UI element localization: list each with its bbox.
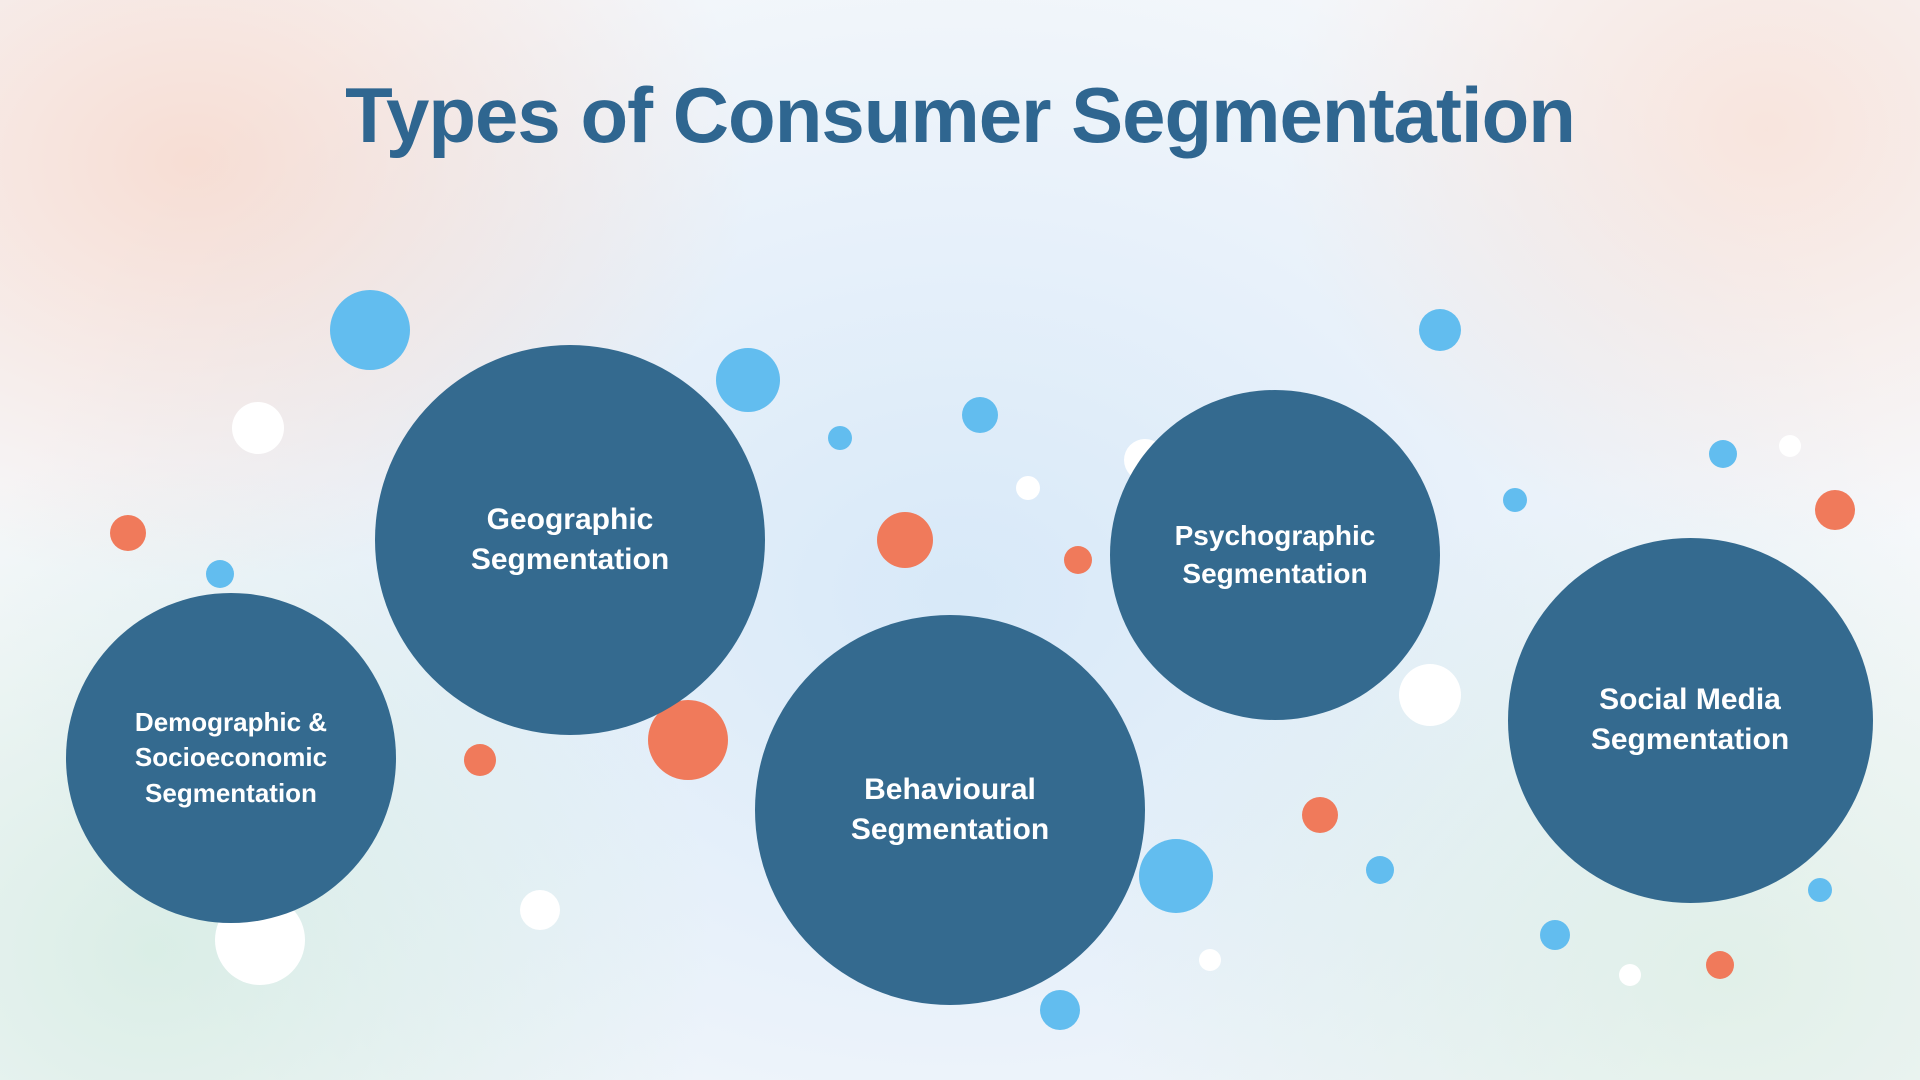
- decor-dot: [1503, 488, 1527, 512]
- segmentation-circle-behavioural: Behavioural Segmentation: [755, 615, 1145, 1005]
- decor-dot: [1709, 440, 1737, 468]
- decor-dot: [206, 560, 234, 588]
- decor-dot: [464, 744, 496, 776]
- decor-dot: [1808, 878, 1832, 902]
- segmentation-circle-label: Behavioural Segmentation: [775, 770, 1125, 851]
- segmentation-circle-label: Geographic Segmentation: [395, 500, 745, 581]
- decor-dot: [962, 397, 998, 433]
- decor-dot: [716, 348, 780, 412]
- decor-dot: [1779, 435, 1801, 457]
- decor-dot: [232, 402, 284, 454]
- decor-dot: [1540, 920, 1570, 950]
- segmentation-circle-label: Social Media Segmentation: [1528, 680, 1853, 761]
- decor-dot: [1139, 839, 1213, 913]
- decor-dot: [1706, 951, 1734, 979]
- segmentation-circle-socialmedia: Social Media Segmentation: [1508, 538, 1873, 903]
- decor-dot: [1419, 309, 1461, 351]
- decor-dot: [1016, 476, 1040, 500]
- decor-dot: [1619, 964, 1641, 986]
- decor-dot: [1199, 949, 1221, 971]
- segmentation-circle-label: Psychographic Segmentation: [1130, 517, 1420, 593]
- decor-dot: [1302, 797, 1338, 833]
- decor-dot: [1399, 664, 1461, 726]
- decor-dot: [877, 512, 933, 568]
- decor-dot: [1064, 546, 1092, 574]
- segmentation-circle-psychographic: Psychographic Segmentation: [1110, 390, 1440, 720]
- segmentation-circle-geographic: Geographic Segmentation: [375, 345, 765, 735]
- page-title: Types of Consumer Segmentation: [0, 70, 1920, 161]
- decor-dot: [1366, 856, 1394, 884]
- decor-dot: [520, 890, 560, 930]
- decor-dot: [330, 290, 410, 370]
- segmentation-circle-label: Demographic & Socioeconomic Segmentation: [86, 705, 376, 810]
- decor-dot: [828, 426, 852, 450]
- decor-dot: [1815, 490, 1855, 530]
- decor-dot: [1040, 990, 1080, 1030]
- decor-dot: [110, 515, 146, 551]
- segmentation-circle-demographic: Demographic & Socioeconomic Segmentation: [66, 593, 396, 923]
- infographic-stage: Types of Consumer Segmentation Demograph…: [0, 0, 1920, 1080]
